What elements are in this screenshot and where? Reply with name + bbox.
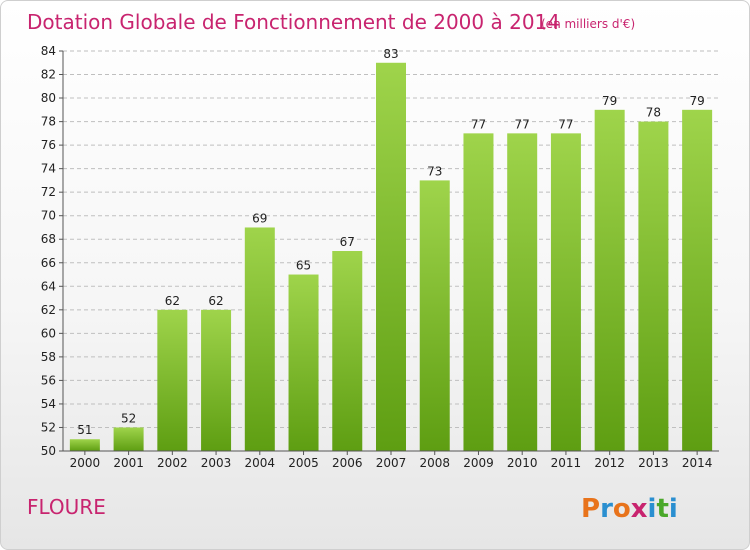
x-tick-label-2000: 2000 (70, 456, 101, 470)
bar-2014 (682, 109, 713, 451)
logo-letter: o (613, 494, 631, 524)
logo-letter: i (648, 494, 657, 524)
chart-unit: (en milliers d'€) (541, 17, 635, 31)
logo-letter: i (669, 494, 678, 524)
y-tick-label: 58 (41, 350, 56, 364)
chart-title: Dotation Globale de Fonctionnement de 20… (27, 10, 560, 34)
data-label-2013: 78 (646, 106, 661, 120)
y-tick-label: 78 (41, 115, 56, 129)
data-label-2000: 51 (77, 423, 92, 437)
bar-2008 (419, 180, 450, 452)
bar-2002 (157, 309, 188, 451)
bar-2003 (201, 309, 232, 451)
data-label-2005: 65 (296, 259, 311, 273)
logo-letter: t (656, 494, 668, 524)
data-label-2001: 52 (121, 411, 136, 425)
data-label-2004: 69 (252, 211, 267, 225)
axes: 50 52 54 56 58 60 62 64 66 68 70 72 74 76 78 80 82 84 2000… (41, 44, 719, 470)
bar-2007 (376, 62, 406, 451)
bar-2012 (594, 109, 625, 451)
bar-2000 (69, 439, 100, 451)
x-tick-label-2001: 2001 (113, 456, 144, 470)
y-tick-label: 70 (41, 209, 56, 223)
x-tick-label-2006: 2006 (332, 456, 363, 470)
commune-name: FLOURE (27, 495, 106, 519)
y-tick-label: 66 (41, 256, 56, 270)
data-label-2002: 62 (165, 294, 180, 308)
y-tick-label: 76 (41, 138, 56, 152)
y-tick-label: 64 (41, 279, 56, 293)
logo-letter: x (631, 494, 648, 524)
y-tick-label: 72 (41, 185, 56, 199)
logo-letter: P (581, 494, 600, 524)
bar-2009 (463, 133, 494, 451)
proxiti-logo: Proxiti (581, 494, 678, 524)
data-label-2003: 62 (208, 294, 223, 308)
y-tick-label: 52 (41, 420, 56, 434)
data-label-2010: 77 (515, 117, 530, 131)
x-tick-label-2002: 2002 (157, 456, 188, 470)
bar-2011 (550, 133, 581, 451)
data-label-2014: 79 (689, 94, 704, 108)
bars: 51 52 62 62 69 65 67 83 73 77 77 77 79 78 79 (69, 47, 713, 452)
x-tick-label-2007: 2007 (376, 456, 407, 470)
bar-2001 (113, 427, 144, 451)
bar-2005 (288, 274, 319, 451)
y-tick-label: 80 (41, 91, 56, 105)
x-tick-label-2010: 2010 (507, 456, 538, 470)
y-tick-label: 68 (41, 232, 56, 246)
x-tick-label-2004: 2004 (245, 456, 276, 470)
bar-2013 (638, 121, 669, 452)
x-tick-label-2008: 2008 (419, 456, 450, 470)
data-label-2008: 73 (427, 164, 442, 178)
bar-2004 (244, 227, 275, 451)
y-tick-label: 62 (41, 303, 56, 317)
y-tick-label: 56 (41, 373, 56, 387)
logo-letter: r (600, 494, 613, 524)
y-tick-label: 50 (41, 444, 56, 458)
x-tick-label-2011: 2011 (551, 456, 582, 470)
y-tick-label: 74 (41, 162, 56, 176)
x-tick-label-2012: 2012 (594, 456, 625, 470)
data-label-2007: 83 (383, 47, 398, 61)
bar-2006 (332, 251, 363, 451)
data-label-2011: 77 (558, 117, 573, 131)
x-tick-label-2005: 2005 (288, 456, 319, 470)
x-tick-label-2003: 2003 (201, 456, 232, 470)
data-label-2006: 67 (340, 235, 355, 249)
data-label-2012: 79 (602, 94, 617, 108)
x-tick-label-2014: 2014 (682, 456, 713, 470)
y-tick-label: 82 (41, 68, 56, 82)
y-tick-label: 54 (41, 397, 56, 411)
y-tick-label: 60 (41, 326, 56, 340)
bar-2010 (507, 133, 538, 451)
data-label-2009: 77 (471, 117, 486, 131)
x-tick-label-2009: 2009 (463, 456, 494, 470)
y-tick-label: 84 (41, 44, 56, 58)
x-tick-label-2013: 2013 (638, 456, 669, 470)
